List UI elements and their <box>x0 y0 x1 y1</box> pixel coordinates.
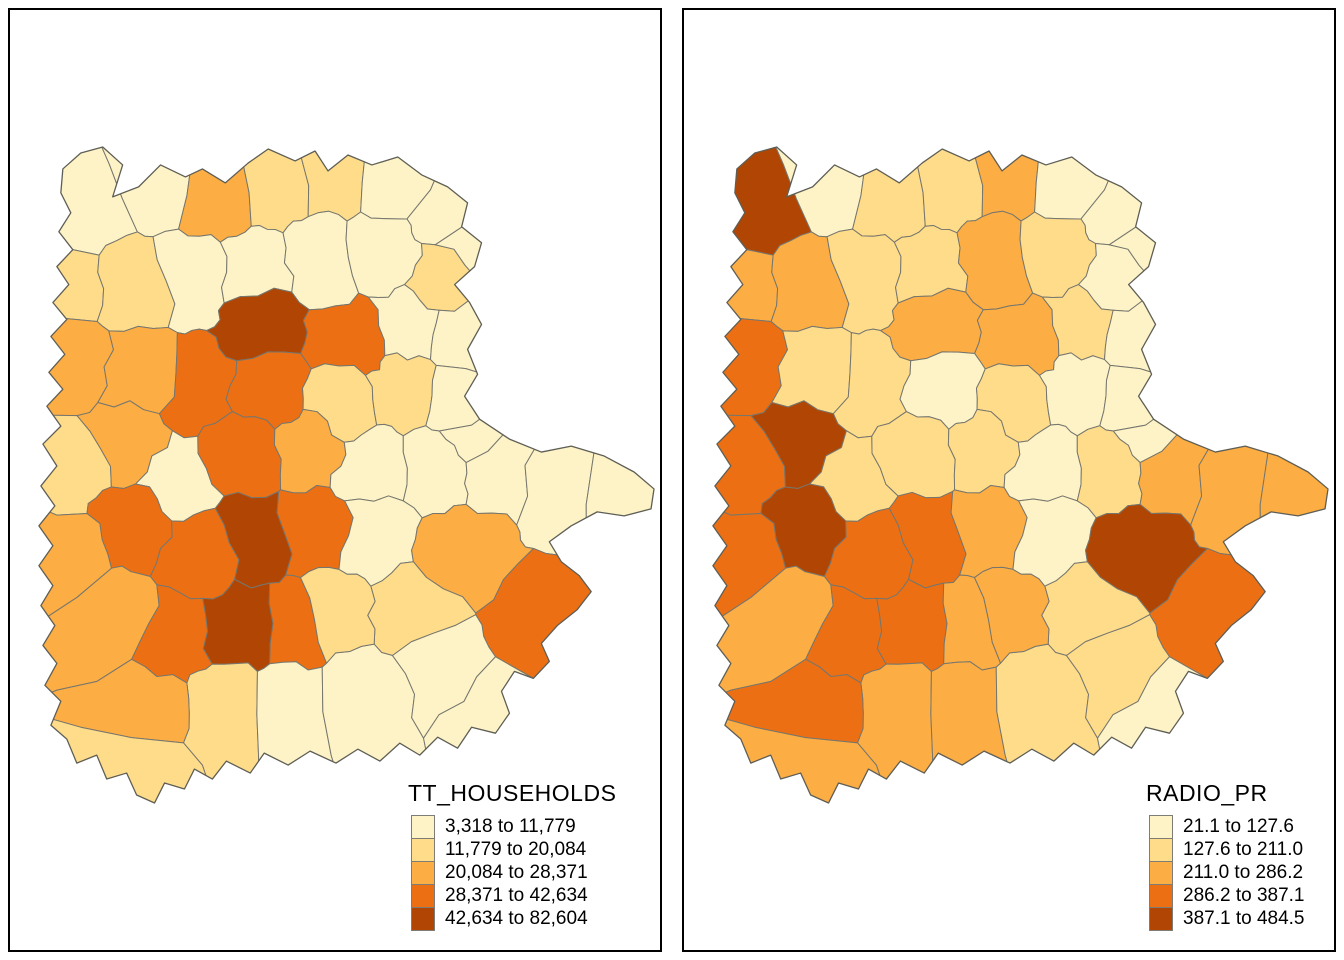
legend-tt-households: TT_HOUSEHOLDS 3,318 to 11,779 11,779 to … <box>408 780 616 931</box>
district-polygon <box>178 146 252 243</box>
legend-swatch-class2 <box>1149 838 1173 862</box>
legend-swatch-class4 <box>411 884 435 908</box>
district-polygon <box>300 566 376 664</box>
map-panel-radio-pr: RADIO_PR 21.1 to 127.6 127.6 to 211.0 21… <box>682 8 1336 952</box>
legend-label: 42,634 to 82,604 <box>445 908 588 929</box>
district-polygon <box>434 146 655 295</box>
district-polygon <box>1099 364 1229 432</box>
legend-label: 127.6 to 211.0 <box>1183 839 1304 860</box>
legend-title: RADIO_PR <box>1146 780 1268 806</box>
legend-radio-pr: RADIO_PR 21.1 to 127.6 127.6 to 211.0 21… <box>1146 780 1305 931</box>
legend-swatch-class2 <box>411 838 435 862</box>
district-layer <box>38 146 655 803</box>
legend-item: 11,779 to 20,084 <box>411 838 616 862</box>
legend-label: 3,318 to 11,779 <box>445 816 576 837</box>
legend-swatch-class4 <box>1149 884 1173 908</box>
legend-swatch-class5 <box>1149 907 1173 931</box>
legend-swatch-class3 <box>411 861 435 885</box>
district-polygon <box>852 146 926 243</box>
legend-item: 28,371 to 42,634 <box>411 884 616 908</box>
legend-label: 28,371 to 42,634 <box>445 885 588 906</box>
legend-item: 21.1 to 127.6 <box>1149 815 1305 839</box>
district-polygon <box>1108 146 1329 295</box>
legend-label: 387.1 to 484.5 <box>1183 908 1305 929</box>
legend-item: 387.1 to 484.5 <box>1149 907 1305 931</box>
legend-swatch-class3 <box>1149 861 1173 885</box>
legend-rows: 21.1 to 127.6 127.6 to 211.0 211.0 to 28… <box>1149 815 1305 931</box>
legend-label: 11,779 to 20,084 <box>445 839 587 860</box>
district-polygon <box>974 566 1050 664</box>
choropleth-map-tt-households <box>38 146 655 804</box>
legend-swatch-class1 <box>1149 815 1173 839</box>
legend-item: 20,084 to 28,371 <box>411 861 616 885</box>
choropleth-map-radio-pr <box>712 146 1329 804</box>
map-panel-tt-households: TT_HOUSEHOLDS 3,318 to 11,779 11,779 to … <box>8 8 662 952</box>
district-polygon <box>1259 267 1329 636</box>
legend-swatch-class1 <box>411 815 435 839</box>
legend-label: 286.2 to 387.1 <box>1183 885 1305 906</box>
region-outline <box>38 146 655 804</box>
district-layer <box>712 146 1329 803</box>
legend-item: 127.6 to 211.0 <box>1149 838 1305 862</box>
legend-label: 20,084 to 28,371 <box>445 862 588 883</box>
legend-item: 42,634 to 82,604 <box>411 907 616 931</box>
legend-rows: 3,318 to 11,779 11,779 to 20,084 20,084 … <box>411 815 616 931</box>
legend-label: 21.1 to 127.6 <box>1183 816 1294 837</box>
legend-item: 211.0 to 286.2 <box>1149 861 1305 885</box>
legend-label: 211.0 to 286.2 <box>1183 862 1304 883</box>
district-polygon <box>585 267 655 636</box>
district-polygon <box>1080 146 1320 246</box>
legend-swatch-class5 <box>411 907 435 931</box>
district-polygon <box>406 146 646 246</box>
legend-item: 286.2 to 387.1 <box>1149 884 1305 908</box>
region-outline <box>712 146 1329 804</box>
legend-title: TT_HOUSEHOLDS <box>408 780 617 806</box>
legend-item: 3,318 to 11,779 <box>411 815 616 839</box>
district-polygon <box>425 364 555 432</box>
